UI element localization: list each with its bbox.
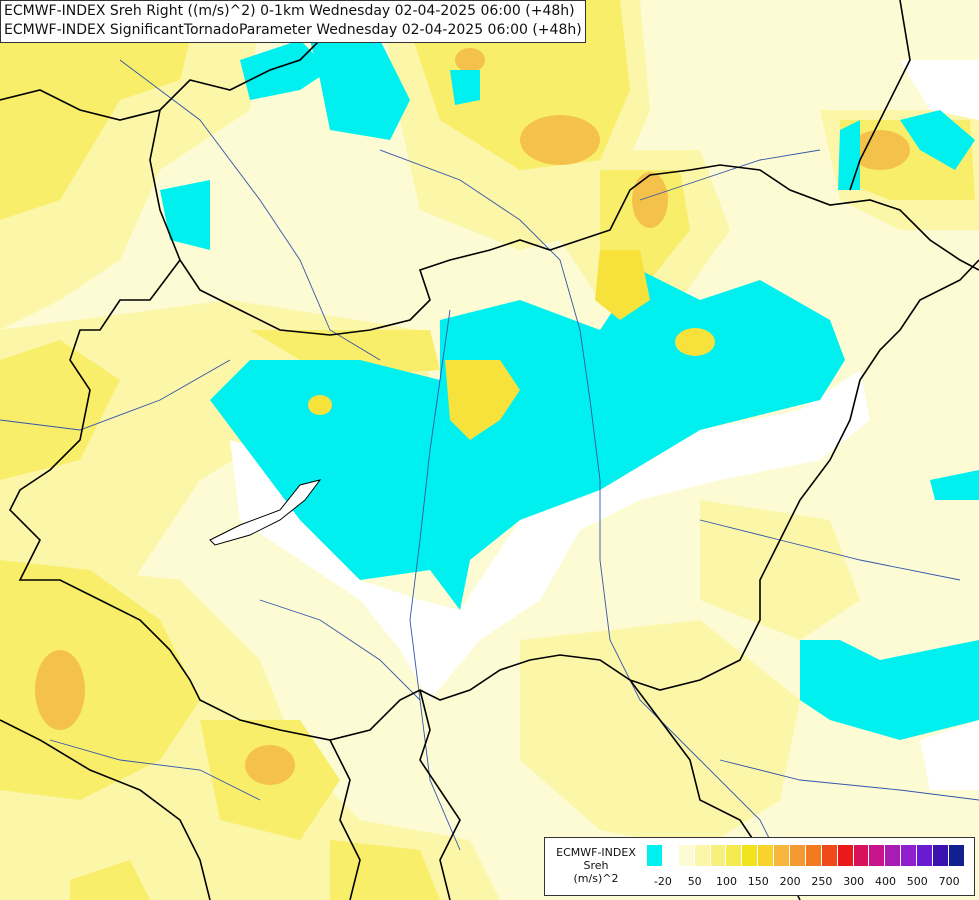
legend-color-swatch: [790, 845, 806, 866]
legend-color-swatch: [853, 845, 870, 866]
legend-tick-label: 250: [811, 875, 833, 888]
legend-color-swatch: [933, 845, 949, 866]
legend-color-swatch: [694, 845, 711, 866]
legend-color-swatch: [837, 845, 854, 866]
legend-color-swatch: [678, 845, 695, 866]
legend-color-swatch: [774, 845, 791, 866]
orange-cores: [35, 48, 910, 785]
rivers: [0, 59, 979, 900]
legend-color-swatch: [662, 845, 679, 866]
title-line-stp: ECMWF-INDEX SignificantTornadoParameter …: [4, 22, 582, 38]
legend-tick-labels: -20 50 100 150 200 250 300 400 500 700: [647, 875, 967, 889]
legend-tick-label: -20: [653, 875, 672, 888]
legend-color-bar: [647, 845, 965, 866]
legend-color-swatch: [742, 845, 759, 866]
legend-tick-label: 300: [843, 875, 865, 888]
legend-color-swatch: [821, 845, 838, 866]
legend-tick-label: 100: [716, 875, 737, 888]
cyan-zones: [160, 40, 979, 740]
legend-color-swatch: [710, 845, 727, 866]
legend-color-swatch: [869, 845, 886, 866]
legend-color-swatch: [917, 845, 934, 866]
legend-title-line1: ECMWF-INDEX: [556, 846, 636, 859]
legend-color-swatch: [647, 845, 663, 866]
legend-tick-label: 50: [687, 875, 702, 888]
white-zones: [230, 60, 979, 790]
map-title-box: ECMWF-INDEX Sreh Right ((m/s)^2) 0-1km W…: [0, 0, 586, 43]
legend-color-swatch: [948, 845, 965, 866]
legend-tick-label: 200: [779, 875, 801, 888]
legend-tick-label: 700: [938, 875, 960, 888]
legend-tick-label: 500: [906, 875, 928, 888]
color-legend: ECMWF-INDEX Sreh (m/s)^2 -20 50 100 150 200 2…: [544, 837, 975, 896]
legend-tick-label: 150: [747, 875, 769, 888]
legend-color-swatch: [758, 845, 775, 866]
legend-title-line2: Sreh: [583, 859, 609, 872]
legend-title-line3: (m/s)^2: [573, 872, 619, 885]
inner-yellow-blobs: [308, 250, 715, 440]
legend-color-swatch: [805, 845, 822, 866]
legend-title: ECMWF-INDEX Sreh (m/s)^2: [551, 846, 641, 885]
legend-color-swatch: [885, 845, 902, 866]
legend-tick-label: 400: [875, 875, 896, 888]
lake-balaton: [209, 479, 322, 546]
legend-color-swatch: [901, 845, 918, 866]
title-line-sreh: ECMWF-INDEX Sreh Right ((m/s)^2) 0-1km W…: [4, 3, 575, 19]
legend-color-swatch: [726, 845, 743, 866]
